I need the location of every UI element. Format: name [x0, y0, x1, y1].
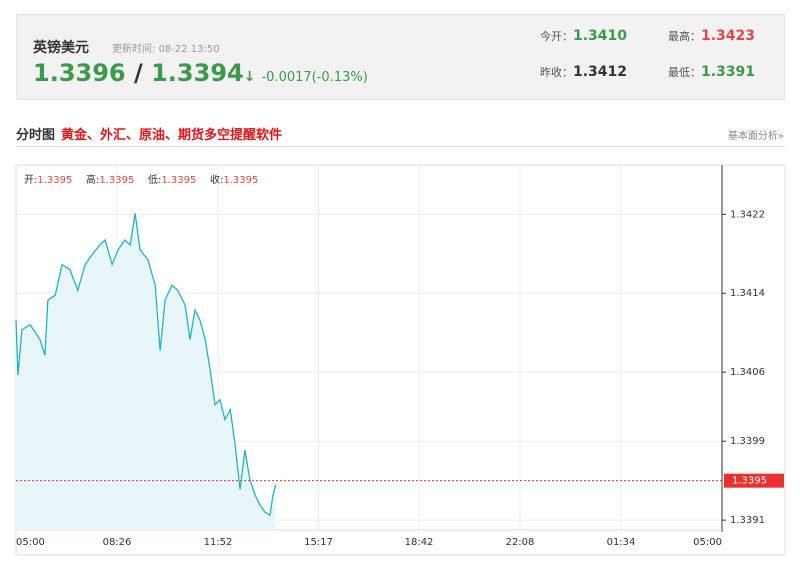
y-tick-label: 1.3391 [730, 515, 765, 526]
info-value: 1.3395 [161, 175, 196, 186]
current-price-label: 1.3395 [732, 476, 767, 487]
current-price-tag [724, 473, 784, 488]
analysis-link[interactable]: 基本面分析» [727, 131, 784, 142]
price-line [15, 213, 277, 517]
x-tick-label: 01:34 [607, 537, 636, 548]
stat-value: 1.3391 [701, 64, 756, 80]
quote-panel: 英镑美元 更新时间: 08-22 13:50 1.3396 / 1.3394↓ -… [16, 14, 785, 100]
stat-value: 1.3410 [573, 28, 628, 44]
promo-link[interactable]: 黄金、外汇、原油、期货多空提醒软件 [61, 128, 283, 143]
price: 1.3396 / 1.3394↓ -0.0017(-0.13%) [33, 59, 368, 87]
info: 低:1.3395 [148, 173, 196, 186]
x-tick-label: 05:00 [693, 537, 722, 548]
title: 分时图 [16, 128, 56, 143]
stat-label: 最低： [668, 66, 701, 79]
divider [16, 146, 785, 147]
x-tick-label: 11:52 [204, 537, 233, 548]
stat: 最低：1.3391 [668, 64, 755, 80]
info-value: 1.3395 [99, 175, 134, 186]
info: 收:1.3395 [210, 173, 258, 186]
y-tick-label: 1.3414 [730, 288, 765, 299]
y-tick-label: 1.3422 [730, 209, 765, 220]
stat-value: 1.3412 [573, 64, 628, 80]
stat: 最高：1.3423 [668, 28, 755, 44]
x-tick-label: 08:26 [103, 537, 132, 548]
area [16, 213, 276, 531]
change: -0.0017(-0.13%) [261, 70, 368, 85]
arrow: ↓ [243, 69, 256, 85]
ask: 1.3394 [151, 59, 244, 87]
stat: 昨收：1.3412 [540, 64, 627, 80]
y-tick-label: 1.3406 [730, 367, 765, 378]
symbol: 英镑美元 [33, 40, 89, 56]
info-label: 收: [210, 173, 223, 186]
separator: / [133, 59, 143, 87]
info: 高:1.3395 [86, 173, 134, 186]
x-tick-label: 18:42 [405, 537, 434, 548]
info-label: 高: [86, 173, 99, 186]
update-label: 更新时间: [112, 44, 156, 55]
section-title: 分时图 黄金、外汇、原油、期货多空提醒软件 [16, 124, 282, 143]
stat-label: 今开： [540, 30, 573, 43]
bid: 1.3396 [33, 59, 126, 87]
stat-label: 最高： [668, 30, 701, 43]
x-tick-label: 15:17 [304, 537, 333, 548]
stat-value: 1.3423 [701, 28, 756, 44]
stat: 今开：1.3410 [540, 28, 627, 44]
stat-label: 昨收： [540, 66, 573, 79]
y-tick-label: 1.3399 [730, 436, 765, 447]
x-tick-label: 05:00 [16, 537, 45, 548]
info: 开:1.3395 [24, 175, 72, 186]
update-value: 08-22 13:50 [158, 44, 220, 55]
info-value: 1.3395 [223, 175, 258, 186]
x-tick-label: 22:08 [506, 537, 535, 548]
info-value: 1.3395 [37, 175, 72, 186]
info-label: 低: [148, 173, 161, 186]
update-time: 更新时间: 08-22 13:50 [112, 40, 220, 55]
info-label: 开: [24, 175, 37, 186]
